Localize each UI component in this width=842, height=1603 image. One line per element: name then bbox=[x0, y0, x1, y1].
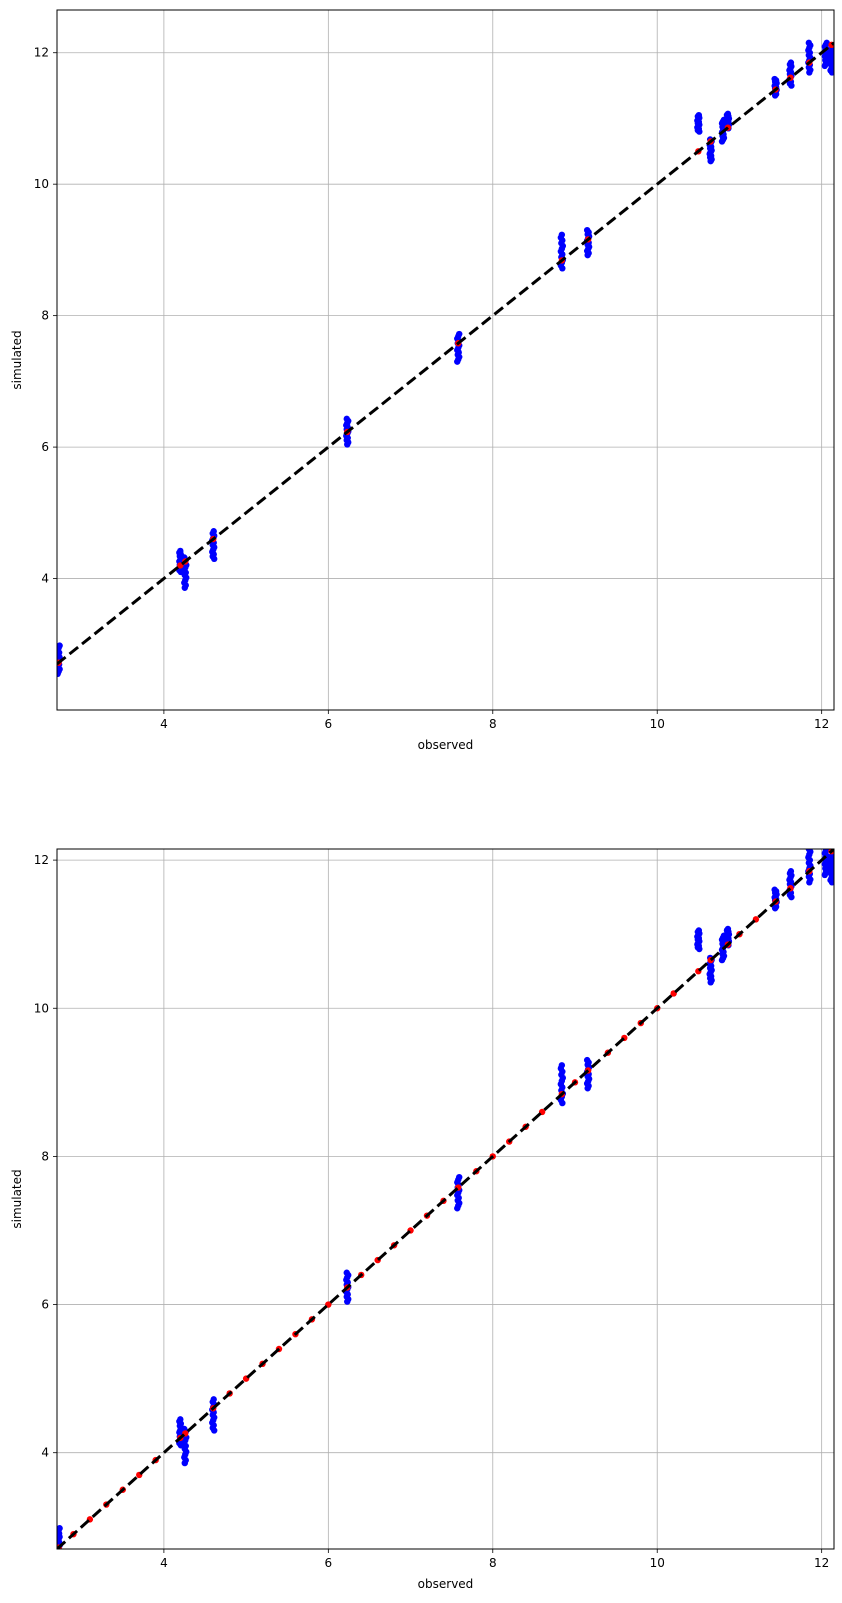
simulated-point bbox=[695, 927, 703, 934]
scatter-panel-bottom: 4 6 8 10 12 4 6 8 10 12 observed simulated bbox=[10, 848, 835, 1591]
plot-frame bbox=[56, 9, 835, 711]
x-axis-label: observed bbox=[418, 738, 474, 752]
plot-area bbox=[57, 39, 834, 678]
x-axis-label: observed bbox=[418, 1577, 474, 1591]
simulated-point bbox=[177, 1416, 184, 1423]
y-tick-label: 4 bbox=[41, 572, 49, 586]
x-tick-label: 6 bbox=[325, 1556, 333, 1570]
y-axis-label: simulated bbox=[10, 330, 24, 389]
simulated-point bbox=[210, 1396, 217, 1403]
simulated-point bbox=[828, 853, 834, 860]
reference-line bbox=[57, 41, 834, 666]
simulated-point bbox=[343, 1269, 350, 1276]
simulated-point bbox=[558, 1062, 566, 1069]
simulated-point bbox=[724, 110, 732, 118]
simulated-point bbox=[805, 849, 813, 853]
simulated-point bbox=[771, 886, 778, 893]
simulated-point bbox=[724, 925, 732, 933]
simulated-point bbox=[583, 1056, 591, 1064]
reference-line bbox=[57, 849, 834, 1549]
simulated-point bbox=[343, 415, 350, 423]
x-tick-label: 4 bbox=[160, 1556, 168, 1570]
y-tick-label: 4 bbox=[41, 1446, 49, 1460]
y-tick-label: 8 bbox=[41, 1149, 49, 1163]
simulated-point bbox=[805, 39, 813, 47]
simulated-point bbox=[583, 226, 591, 234]
simulated-point bbox=[57, 642, 63, 649]
x-tick-label: 8 bbox=[489, 717, 497, 731]
y-tick-label: 8 bbox=[41, 309, 49, 323]
x-tick-label: 4 bbox=[160, 717, 168, 731]
simulated-point bbox=[177, 547, 184, 555]
simulated-point bbox=[695, 111, 703, 119]
simulated-point bbox=[210, 528, 217, 535]
simulated-point bbox=[771, 75, 778, 83]
x-tick-label: 10 bbox=[650, 717, 665, 731]
simulated-point bbox=[57, 1525, 63, 1532]
plot-frame bbox=[56, 848, 835, 1550]
y-tick-label: 10 bbox=[34, 1001, 49, 1015]
x-tick-label: 12 bbox=[814, 1556, 829, 1570]
scatter-panel-top: 4 6 8 10 12 4 6 8 10 12 observed simulated bbox=[10, 9, 835, 752]
simulated-point bbox=[456, 330, 463, 338]
y-tick-label: 6 bbox=[41, 1298, 49, 1312]
plot-area bbox=[57, 849, 834, 1549]
y-tick-label: 10 bbox=[34, 177, 49, 191]
simulated-point bbox=[558, 231, 566, 238]
y-tick-label: 12 bbox=[34, 853, 49, 867]
y-tick-label: 6 bbox=[41, 440, 49, 454]
simulated-point bbox=[787, 868, 795, 875]
x-tick-label: 6 bbox=[325, 717, 333, 731]
y-tick-label: 12 bbox=[34, 46, 49, 60]
x-tick-label: 10 bbox=[650, 1556, 665, 1570]
simulated-point bbox=[787, 59, 795, 66]
x-tick-label: 12 bbox=[814, 717, 829, 731]
simulated-point bbox=[456, 1173, 463, 1181]
x-tick-label: 8 bbox=[489, 1556, 497, 1570]
y-axis-label: simulated bbox=[10, 1169, 24, 1228]
